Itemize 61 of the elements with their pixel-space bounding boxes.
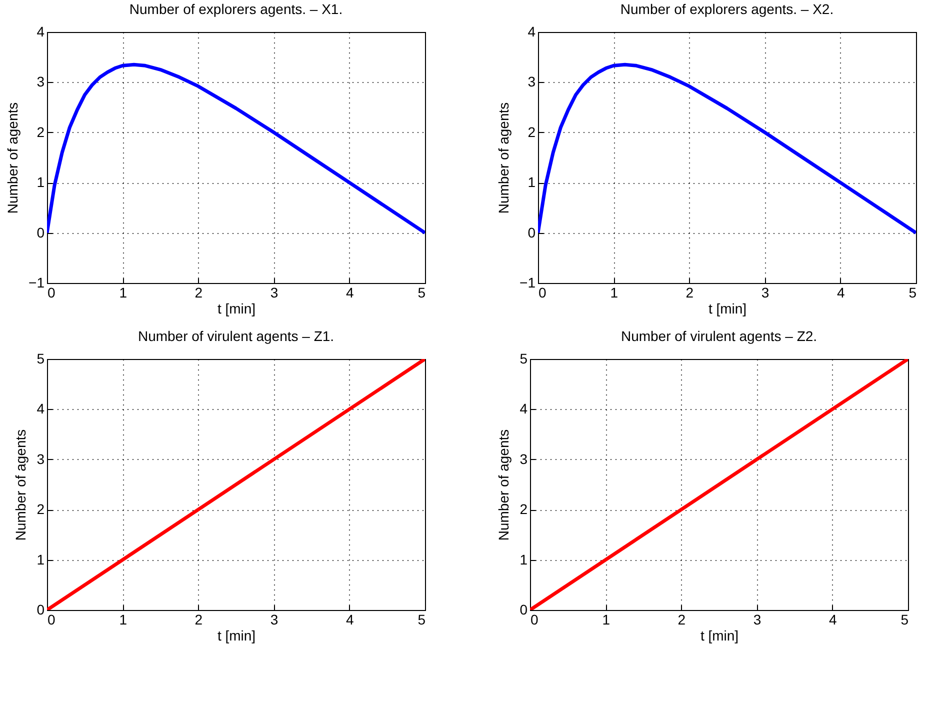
y-tick-label: 4 <box>520 400 528 417</box>
x-axis-title: t [min] <box>708 300 747 316</box>
y-tick-label: 0 <box>36 602 45 618</box>
x-tick-label: 1 <box>610 284 618 300</box>
x-tick-label: 5 <box>908 284 917 300</box>
y-tick-label: 1 <box>528 174 536 190</box>
x-tick-label: 2 <box>678 612 686 628</box>
y-axis-title: Number of agents <box>4 102 21 214</box>
y-tick-label: 0 <box>520 602 528 618</box>
y-tick-label: 2 <box>520 501 528 518</box>
x-axis-title: t [min] <box>217 300 256 316</box>
y-tick-label: 4 <box>528 24 536 40</box>
x-tick-label: 4 <box>837 284 845 300</box>
y-axis-title: Number of agents <box>12 429 29 541</box>
x-tick-label: 3 <box>270 284 278 300</box>
x-tick-label: 2 <box>686 284 694 300</box>
y-tick-label: 0 <box>36 224 45 240</box>
chart-title: Number of explorers agents. – X2. <box>620 1 834 17</box>
x-tick-label: 5 <box>418 284 426 300</box>
y-tick-label: 0 <box>528 224 536 240</box>
x-tick-label: 0 <box>48 612 56 628</box>
x-tick-label: 4 <box>829 612 837 628</box>
y-tick-label: 4 <box>36 24 45 40</box>
y-tick-label: 1 <box>36 551 45 568</box>
x-axis-title: t [min] <box>217 628 256 644</box>
y-axis-title: Number of agents <box>496 102 512 214</box>
y-tick-label: −1 <box>520 274 536 290</box>
y-tick-label: 1 <box>520 551 528 568</box>
x-tick-label: 5 <box>418 612 426 628</box>
x-tick-label: 0 <box>538 284 546 300</box>
x-tick-label: 2 <box>194 612 203 628</box>
y-tick-label: 5 <box>36 350 45 366</box>
line-series <box>538 62 916 235</box>
x-tick-label: 4 <box>346 612 354 628</box>
x-tick-label: 3 <box>753 612 762 628</box>
y-axis-title: Number of agents <box>496 429 512 541</box>
y-tick-label: 3 <box>36 450 45 467</box>
x-tick-label: 3 <box>761 284 770 300</box>
y-tick-label: −1 <box>28 274 45 290</box>
x-tick-label: 3 <box>270 612 278 628</box>
y-tick-label: 2 <box>528 124 536 140</box>
y-tick-label: 2 <box>36 124 45 140</box>
x-tick-label: 4 <box>346 284 354 300</box>
x-tick-label: 1 <box>119 612 128 628</box>
chart-title: Number of virulent agents – Z2. <box>620 328 818 344</box>
y-tick-label: 1 <box>36 174 45 190</box>
x-tick-label: 2 <box>194 284 203 300</box>
y-tick-label: 5 <box>520 350 528 366</box>
x-tick-label: 0 <box>48 284 56 300</box>
chart-title: Number of explorers agents. – X1. <box>129 1 343 17</box>
x-tick-label: 1 <box>602 612 610 628</box>
x-tick-label: 5 <box>900 612 909 628</box>
chart-title: Number of virulent agents – Z1. <box>138 328 334 344</box>
x-tick-label: 1 <box>119 284 128 300</box>
y-tick-label: 2 <box>36 501 45 518</box>
x-axis-title: t [min] <box>700 628 739 644</box>
y-tick-label: 3 <box>528 74 536 90</box>
y-tick-label: 3 <box>36 74 45 90</box>
y-tick-label: 3 <box>520 450 528 467</box>
y-tick-label: 4 <box>36 400 45 417</box>
line-series <box>47 62 425 235</box>
